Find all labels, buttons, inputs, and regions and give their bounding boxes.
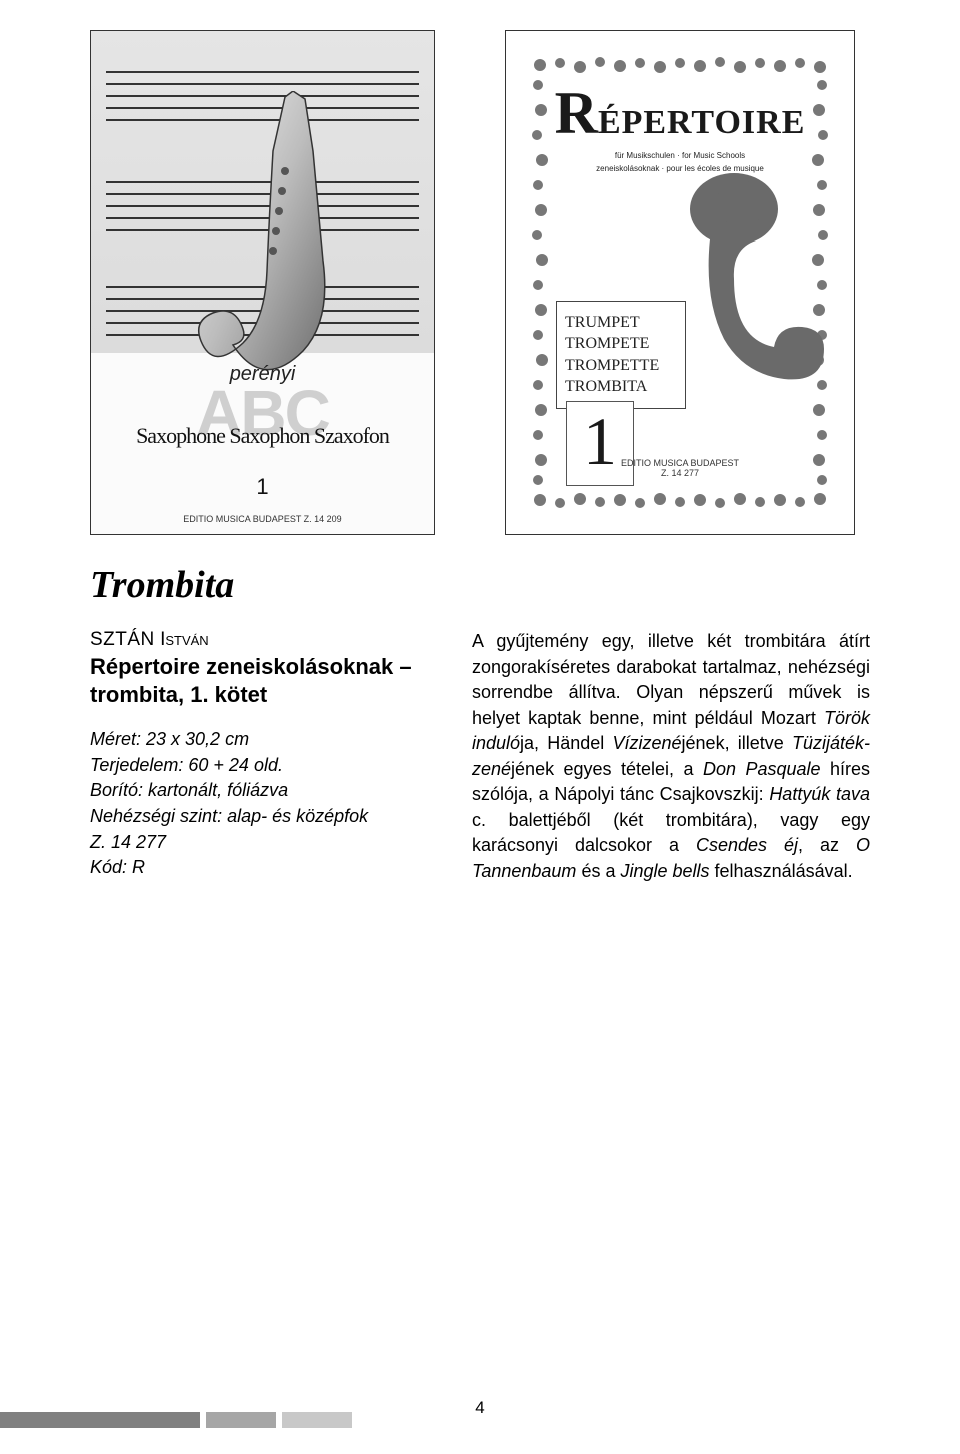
cover2-title-rest: ÉPERTOIRE [598,104,805,141]
staff-line [106,71,419,73]
cover2-subtitle-1: für Musikschulen · for Music Schools [530,152,830,161]
cover2-footer-2: Z. 14 277 [530,468,830,478]
cover2-label: TROMPETTE [565,355,677,377]
desc-text: , az [798,835,856,855]
meta-line: Kód: R [90,855,440,881]
meta-line: Z. 14 277 [90,830,440,856]
desc-italic: Vízizené­ [612,733,681,753]
right-column: A gyűjtemény egy, illetve két trombitára… [472,629,870,884]
footer-bar [0,1400,960,1428]
desc-italic: Csendes éj [696,835,798,855]
cover2-instrument-labels: TRUMPET TROMPETE TROMPETTE TROMBITA [556,301,686,409]
saxophone-icon [173,91,353,391]
description-paragraph: A gyűjtemény egy, illetve két trombitára… [472,629,870,884]
cover1-footer: EDITIO MUSICA BUDAPEST Z. 14 209 [91,514,434,524]
cover2-title-cap: R [555,80,598,146]
trumpet-silhouette-icon [674,169,834,389]
author-surname: Sztán [90,629,155,650]
cover2-footer-1: EDITIO MUSICA BUDAPEST [530,458,830,468]
desc-text: A gyűjtemény egy, illetve két trombitára… [472,631,870,728]
desc-italic: Jingle bells [620,861,709,881]
desc-italic: Don Pasquale [703,759,821,779]
footer-segment-3 [282,1412,352,1428]
left-column: Sztán István Répertoire zeneiskolásoknak… [90,629,440,884]
cover2-label: TROMBITA [565,376,677,398]
cover1-volume-number: 1 [91,474,434,500]
desc-text: jének, illetve [682,733,792,753]
desc-text: jének egyes tételei, a [511,759,703,779]
book-metadata: Méret: 23 x 30,2 cm Terjedelem: 60 + 24 … [90,727,440,880]
desc-text: felhaszná­lásával. [710,861,853,881]
cover2-label: TROMPETE [565,333,677,355]
cover2-footer: EDITIO MUSICA BUDAPEST Z. 14 277 [530,458,830,478]
desc-text: ja, Händel [520,733,612,753]
meta-line: Nehézségi szint: alap- és középfok [90,804,440,830]
page: perényi ABC Saxophone Saxophon Szaxofon … [0,0,960,1454]
footer-segment-1 [0,1412,200,1428]
meta-line: Borító: kartonált, fóliázva [90,778,440,804]
book-cover-repertoire: RÉPERTOIRE für Musikschulen · for Music … [505,30,855,535]
cover2-label: TRUMPET [565,312,677,334]
cover2-title: RÉPERTOIRE für Musikschulen · for Music … [530,79,830,174]
cover-row: perényi ABC Saxophone Saxophon Szaxofon … [90,30,870,535]
author-name: Sztán István [90,629,440,651]
staff-line [106,83,419,85]
content-columns: Sztán István Répertoire zeneiskolásoknak… [90,629,870,884]
book-title: Répertoire zeneiskolásoknak – trombita, … [90,653,440,709]
desc-italic: Hattyúk tava [769,784,870,804]
cover1-script-line: Saxophone Saxophon Szaxofon [91,423,434,449]
section-title: Trombita [90,563,870,607]
meta-line: Terjedelem: 60 + 24 old. [90,753,440,779]
cover2-inner-frame: RÉPERTOIRE für Musikschulen · for Music … [530,55,830,510]
meta-line: Méret: 23 x 30,2 cm [90,727,440,753]
footer-segment-2 [206,1412,276,1428]
book-cover-saxophone: perényi ABC Saxophone Saxophon Szaxofon … [90,30,435,535]
author-firstname: István [160,629,209,650]
desc-text: és a [576,861,620,881]
